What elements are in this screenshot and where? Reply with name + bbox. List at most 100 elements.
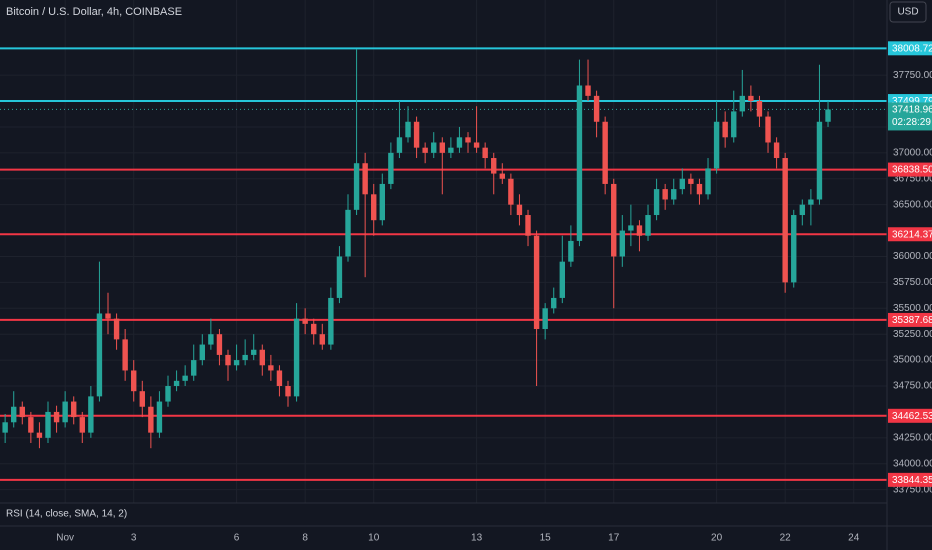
candle-body bbox=[122, 339, 128, 371]
candle-body bbox=[756, 101, 763, 117]
candle-body bbox=[688, 178, 694, 184]
candle-body bbox=[696, 183, 703, 195]
candle-body bbox=[199, 344, 205, 361]
candle-body bbox=[456, 137, 463, 148]
candle-body bbox=[79, 417, 85, 433]
chart-title: Bitcoin / U.S. Dollar, 4h, COINBASE bbox=[6, 6, 182, 18]
y-tick-label: 35250.00 bbox=[893, 329, 932, 340]
x-tick-label: 24 bbox=[848, 533, 860, 544]
candle-body bbox=[799, 204, 806, 216]
candle-body bbox=[113, 318, 120, 340]
candle-body bbox=[2, 422, 8, 433]
candle-body bbox=[731, 111, 737, 138]
candle-body bbox=[36, 432, 43, 438]
last-price-label: 37418.96 bbox=[892, 105, 932, 116]
x-tick-label: 3 bbox=[131, 533, 137, 544]
x-tick-label: 10 bbox=[368, 533, 380, 544]
candle-body bbox=[576, 85, 583, 241]
currency-button-label[interactable]: USD bbox=[897, 7, 918, 18]
x-tick-label: Nov bbox=[56, 533, 74, 544]
indicator-label: RSI (14, close, SMA, 14, 2) bbox=[6, 509, 127, 520]
candle-body bbox=[525, 215, 531, 236]
candle-body bbox=[173, 380, 180, 387]
candle-body bbox=[602, 121, 608, 184]
candle-body bbox=[671, 189, 677, 200]
candle-body bbox=[791, 215, 797, 283]
countdown-label: 02:28:29 bbox=[892, 117, 931, 128]
level-label-box bbox=[888, 472, 932, 487]
price-labels: 38008.72 37499.79 36838.50 36214.37 35387.68… bbox=[888, 41, 932, 487]
candle-body bbox=[568, 240, 574, 262]
candle-body bbox=[765, 116, 771, 143]
axis: 33750.00 34000.00 34250.00 34750.00 35000.00… bbox=[56, 70, 932, 544]
candle-body bbox=[293, 318, 300, 397]
candle-body bbox=[285, 386, 291, 397]
candle-body bbox=[559, 261, 566, 298]
candle-body bbox=[628, 225, 634, 231]
candle-body bbox=[11, 406, 17, 423]
candle-body bbox=[551, 297, 557, 309]
y-tick-label: 36500.00 bbox=[893, 199, 932, 210]
x-tick-label: 15 bbox=[540, 533, 552, 544]
candle-body bbox=[611, 183, 617, 257]
y-tick-label: 34750.00 bbox=[893, 381, 932, 392]
candle-body bbox=[156, 401, 163, 433]
candle-body bbox=[748, 95, 754, 102]
candle-body bbox=[276, 370, 283, 387]
candle-body bbox=[593, 95, 600, 122]
candle-body bbox=[353, 163, 360, 210]
candles bbox=[2, 49, 831, 449]
candle-body bbox=[302, 318, 308, 324]
candle-body bbox=[439, 142, 445, 153]
level-label-box bbox=[888, 41, 932, 56]
candle-body bbox=[345, 209, 351, 257]
candle-body bbox=[268, 365, 274, 371]
y-tick-label: 34250.00 bbox=[893, 432, 932, 443]
candle-body bbox=[233, 360, 240, 366]
candle-body bbox=[242, 354, 248, 361]
candle-body bbox=[516, 204, 523, 216]
level-label: 37499.79 bbox=[892, 96, 932, 107]
candle-body bbox=[319, 334, 325, 345]
levels bbox=[0, 47, 887, 481]
candle-body bbox=[328, 297, 334, 345]
candle-body bbox=[139, 391, 145, 407]
candle-body bbox=[653, 189, 660, 216]
candle-body bbox=[251, 349, 257, 355]
candle-body bbox=[362, 163, 368, 195]
candle-body bbox=[448, 147, 454, 153]
level-label-box bbox=[888, 312, 932, 327]
candle-body bbox=[105, 313, 111, 319]
candle-body bbox=[311, 323, 317, 335]
candle-body bbox=[542, 308, 548, 330]
candle-body bbox=[71, 401, 77, 418]
candle-body bbox=[191, 360, 197, 376]
candle-body bbox=[482, 147, 488, 159]
y-tick-label: 36750.00 bbox=[893, 173, 932, 184]
candle-body bbox=[585, 85, 591, 96]
candle-body bbox=[28, 417, 34, 433]
candle-body bbox=[379, 183, 385, 221]
candle-body bbox=[413, 121, 420, 148]
level-label-box bbox=[888, 162, 932, 177]
level-label: 33844.35 bbox=[892, 475, 932, 486]
candle-body bbox=[422, 147, 428, 153]
candle-body bbox=[62, 401, 68, 423]
x-tick-label: 6 bbox=[234, 533, 240, 544]
candle-body bbox=[722, 121, 728, 138]
candle-body bbox=[19, 406, 25, 418]
candle-body bbox=[396, 137, 403, 153]
x-tick-label: 17 bbox=[608, 533, 620, 544]
candle-body bbox=[816, 121, 823, 200]
currency-button[interactable] bbox=[889, 1, 927, 23]
y-tick-label: 34000.00 bbox=[893, 458, 932, 469]
candle-body bbox=[473, 142, 480, 148]
candle-body bbox=[808, 199, 814, 205]
candle-body bbox=[491, 158, 497, 174]
x-tick-label: 22 bbox=[780, 533, 792, 544]
y-tick-label: 35500.00 bbox=[893, 303, 932, 314]
candle-body bbox=[533, 235, 540, 330]
candle-body bbox=[131, 370, 137, 392]
